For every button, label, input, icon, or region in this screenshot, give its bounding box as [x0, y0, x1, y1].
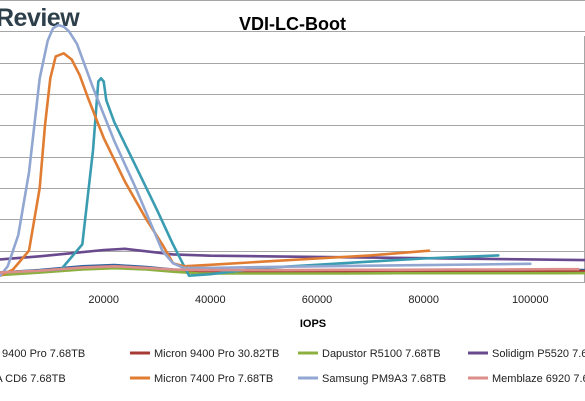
legend-label: Micron 7400 Pro 7.68TB — [154, 373, 273, 385]
x-tick-label: 20000 — [88, 294, 119, 306]
series-line — [0, 266, 585, 277]
series-line — [0, 264, 580, 274]
x-tick-labels: 2000040000600008000010000012000 — [88, 294, 549, 306]
legend-label: Memblaze 6920 7.68TB — [492, 373, 585, 385]
series-line — [0, 23, 532, 278]
series-line — [0, 247, 585, 262]
legend-label: Samsung PM9A3 7.68TB — [322, 373, 446, 385]
chart-title: VDI-LC-Boot — [239, 14, 346, 34]
legend-label: Micron 9400 Pro 30.82TB — [154, 348, 279, 360]
x-tick-label: 40000 — [195, 294, 226, 306]
x-axis-label: IOPS — [300, 318, 326, 330]
series-lines — [0, 23, 585, 278]
legend-label: Dapustor R5100 7.68TB — [322, 348, 441, 360]
series-line — [0, 77, 500, 278]
x-tick-label: 60000 — [302, 294, 333, 306]
legend-label: Micron 9400 Pro 7.68TB — [0, 348, 85, 360]
series-line — [0, 51, 431, 278]
x-tick-label: 80000 — [408, 294, 439, 306]
legend: Micron 9400 Pro 7.68TB Micron 9400 Pro 30… — [0, 348, 585, 385]
x-tick-label: 100000 — [512, 294, 549, 306]
grid-lines — [0, 0, 585, 283]
legend-label: KIOXIA CD6 7.68TB — [0, 373, 66, 385]
legend-label: Solidigm P5520 7.68TB — [492, 348, 585, 360]
